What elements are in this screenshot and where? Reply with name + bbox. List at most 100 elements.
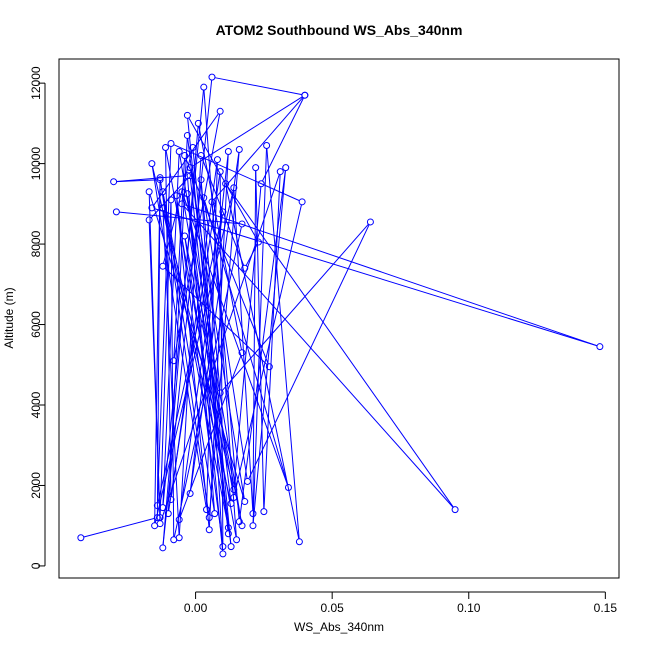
series-segment [163,210,234,487]
data-point [219,543,227,551]
data-point [596,343,604,351]
y-tick-label: 6000 [29,311,43,338]
data-point [153,502,161,510]
data-point [241,498,249,506]
data-point [265,363,273,371]
series-segment [252,170,286,523]
chart-title: ATOM2 Southbound WS_Abs_340nm [216,22,463,38]
data-point [197,152,205,160]
series-layer [77,73,604,558]
y-tick-label: 10000 [29,147,43,181]
series-segment [225,186,300,539]
series-segment [152,166,231,501]
data-point [298,198,306,206]
data-point [183,131,191,139]
series-segment [198,126,242,350]
data-point [213,156,221,164]
series-segment [200,182,221,390]
series-segment [266,148,300,539]
data-point [230,485,238,493]
data-point [208,198,216,206]
data-point [175,148,183,156]
data-point [170,536,178,544]
data-point [260,508,268,516]
series-segment [188,117,258,240]
series-segment [149,194,245,499]
series-segment [192,96,303,167]
data-point [238,220,246,228]
data-point [263,142,271,149]
data-point [205,514,213,522]
series-segment [262,97,304,182]
data-point [295,538,303,546]
series-segment [203,200,248,479]
data-point [167,196,175,204]
series-segment [156,146,172,503]
series-segment [154,208,598,347]
series-segment [233,190,254,511]
data-point [183,111,191,119]
series-segment [252,148,268,523]
data-point [200,194,208,202]
data-point [172,192,180,200]
data-point [284,483,292,491]
series-segment [190,170,245,499]
data-point [159,262,167,270]
data-point [211,510,219,518]
y-axis: 0 2000 4000 6000 8000 10000 12000 [29,66,46,569]
data-point [186,172,194,180]
x-tick-label: 0.00 [184,601,208,615]
data-point [110,178,118,186]
data-point [230,184,238,192]
series-segment [179,214,223,517]
data-point [235,518,243,526]
data-point [181,152,189,160]
data-point [164,510,172,518]
data-point [159,204,167,212]
series-segment [151,166,207,507]
data-point [156,176,164,184]
data-point [178,200,186,208]
data-point [156,514,164,522]
series-segment [233,186,262,487]
series-segment [189,178,229,531]
series-segment [184,204,598,347]
series-segment [179,355,242,518]
x-axis: 0.00 0.05 0.10 0.15 [184,591,618,615]
data-point [178,188,186,196]
data-point [451,506,459,514]
data-point [167,496,175,504]
series-segment [192,150,232,544]
data-point [257,180,265,188]
series-segment [148,222,161,515]
data-point [197,176,205,184]
series-segment [206,162,218,507]
data-point [227,500,235,508]
data-point [156,520,164,528]
y-axis-label: Altitude (m) [2,287,16,348]
series-segment [234,204,302,495]
data-point [167,139,175,147]
data-point [186,164,194,172]
data-point [208,73,216,81]
y-tick-label: 12000 [29,66,43,100]
series-segment [160,180,210,515]
series-segment [176,198,224,544]
data-point [230,494,238,502]
series-segment [214,77,303,96]
data-point [238,349,246,357]
x-tick-label: 0.10 [457,601,481,615]
data-point [282,164,290,172]
series-segment [162,194,229,525]
data-point [145,216,153,224]
data-point [227,543,235,551]
series-segment [245,244,258,266]
series-segment [252,170,257,511]
data-point [200,83,208,91]
data-point [249,522,257,530]
data-point [219,550,227,558]
x-tick-label: 0.15 [594,601,618,615]
data-point [216,107,224,115]
data-point [254,238,262,246]
series-segment [183,205,454,508]
